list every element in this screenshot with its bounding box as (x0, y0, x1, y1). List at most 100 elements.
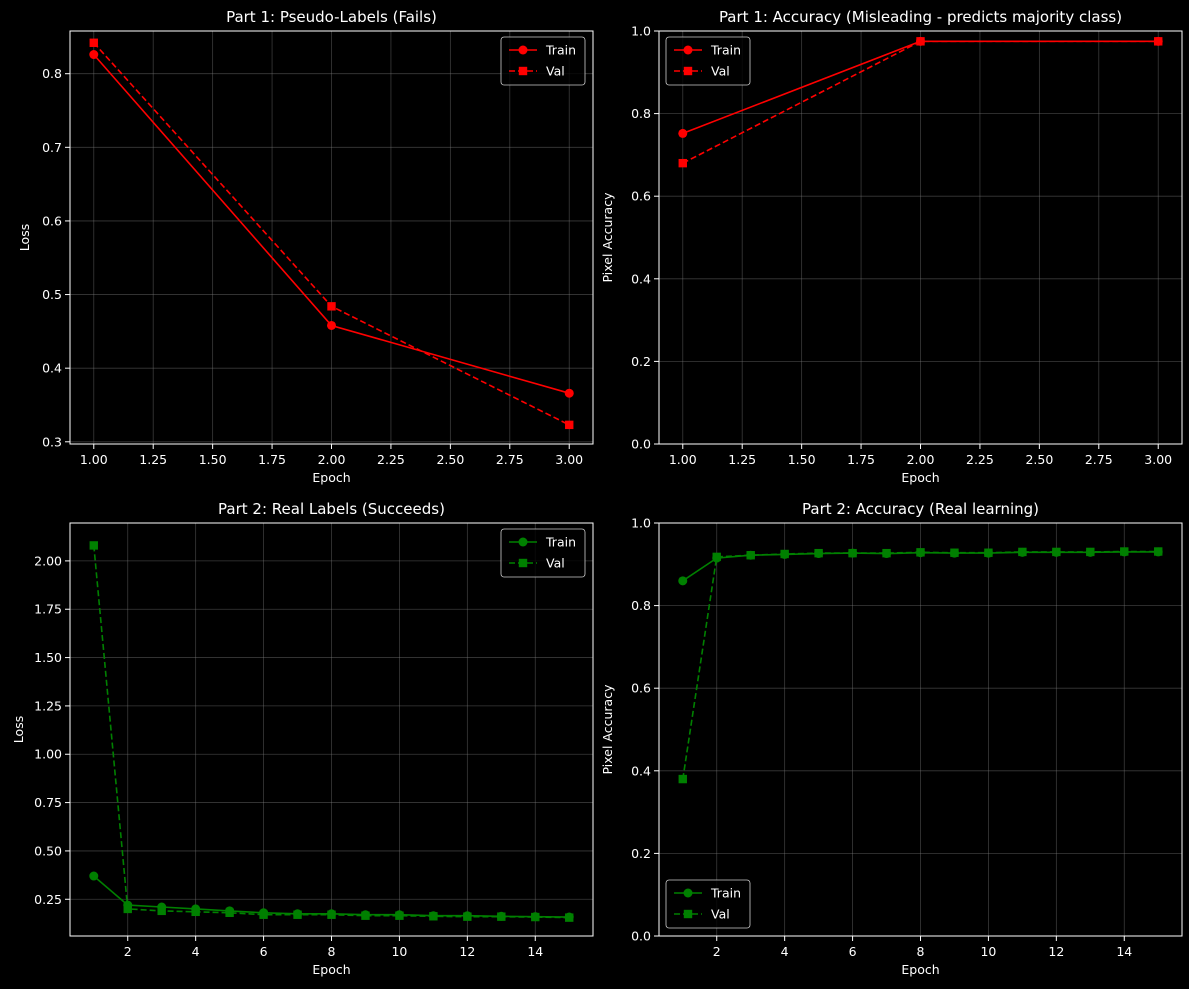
x-axis-label: Epoch (312, 962, 350, 977)
data-point-train (678, 128, 688, 138)
x-tick-label: 2 (713, 944, 721, 959)
data-point-val (712, 552, 721, 562)
legend-marker-train (683, 888, 693, 898)
data-point-val (916, 548, 925, 557)
y-tick-label: 0.4 (42, 361, 62, 376)
data-point-val (395, 911, 404, 920)
y-tick-label: 1.0 (631, 24, 651, 39)
data-point-val (950, 548, 959, 557)
x-tick-label: 2 (124, 944, 132, 959)
legend-marker-train (518, 537, 528, 547)
x-tick-label: 8 (328, 944, 336, 959)
x-axis-label: Epoch (901, 962, 939, 977)
x-tick-label: 1.00 (669, 452, 697, 467)
x-tick-label: 1.50 (199, 452, 227, 467)
data-point-val (746, 551, 755, 560)
y-axis-label: Pixel Accuracy (600, 684, 615, 775)
data-point-val (1052, 547, 1061, 557)
plot-area (659, 31, 1182, 444)
chart-panel-2: 1.00 1.25 1.50 1.75 2.00 2.25 2.50 2.75 3.00 0.0 0… (600, 8, 1183, 485)
x-tick-label: 1.75 (258, 452, 286, 467)
data-point-val (882, 548, 891, 558)
x-tick-label: 3.00 (1144, 452, 1172, 467)
legend-marker-val (683, 909, 693, 919)
x-axis-label: Epoch (901, 470, 939, 485)
data-point-val (678, 774, 687, 784)
y-tick-label: 1.0 (631, 516, 651, 531)
data-point-train (564, 388, 574, 398)
data-point-val (327, 302, 336, 311)
y-tick-label: 0.6 (631, 681, 651, 696)
data-point-val (678, 158, 687, 168)
data-point-val (531, 912, 540, 922)
legend-label-train: Train (710, 886, 741, 901)
data-point-val (191, 907, 200, 917)
data-point-val (429, 912, 438, 921)
legend-marker-train (683, 45, 693, 55)
plot-frame (658, 522, 1183, 937)
x-tick-label: 1.75 (847, 452, 875, 467)
legend-label-train: Train (545, 535, 576, 550)
legend-label-val: Val (546, 556, 565, 571)
y-tick-label: 0.8 (631, 106, 651, 121)
data-point-val (1018, 547, 1027, 557)
chart-panel-1: 1.00 1.25 1.50 1.75 2.00 2.25 2.50 2.75 3.00 0.3 0… (17, 8, 594, 485)
legend-marker-val (683, 66, 693, 76)
data-point-val (89, 541, 98, 550)
y-tick-label: 0.8 (631, 598, 651, 613)
data-point-val (1120, 547, 1129, 556)
chart-title: Part 2: Real Labels (Succeeds) (218, 500, 445, 518)
data-point-val (497, 912, 506, 921)
data-point-train (327, 320, 336, 330)
y-tick-label: 0.5 (42, 287, 62, 302)
data-point-val (327, 910, 336, 919)
x-tick-label: 4 (781, 944, 789, 959)
legend-label-train: Train (710, 43, 741, 58)
chart-title: Part 1: Pseudo-Labels (Fails) (226, 8, 437, 26)
x-axis-label: Epoch (312, 470, 350, 485)
x-tick-label: 1.00 (80, 452, 108, 467)
legend-marker-train (518, 45, 528, 55)
data-point-val (565, 420, 574, 430)
series-line-val (682, 40, 1159, 164)
chart-panel-3: 2 4 6 8 10 12 14 0.25 0.50 0.75 1.00 1.25 1.50 1.75 2.… (11, 500, 594, 977)
y-tick-label: 0.50 (34, 843, 62, 858)
plot-frame (69, 30, 594, 445)
data-point-train (89, 871, 99, 881)
legend-marker-val (518, 66, 528, 76)
x-tick-label: 3.00 (555, 452, 583, 467)
x-tick-label: 6 (260, 944, 268, 959)
data-point-val (780, 549, 789, 559)
data-point-val (1086, 547, 1095, 557)
x-tick-label: 2.75 (496, 452, 524, 467)
x-tick-label: 2.50 (436, 452, 464, 467)
legend-label-val: Val (546, 64, 565, 79)
y-tick-label: 2.00 (34, 553, 62, 568)
x-tick-label: 14 (527, 944, 543, 959)
x-tick-label: 2.00 (907, 452, 935, 467)
data-point-val (225, 908, 234, 917)
y-axis-label: Pixel Accuracy (600, 192, 615, 283)
y-tick-label: 1.50 (34, 650, 62, 665)
plot-area (659, 523, 1182, 936)
data-point-val (848, 548, 857, 558)
y-tick-label: 0.75 (34, 795, 62, 810)
data-point-train (89, 50, 99, 60)
x-tick-label: 1.50 (788, 452, 816, 467)
x-tick-label: 10 (980, 944, 996, 959)
y-tick-label: 0.6 (631, 189, 651, 204)
y-tick-label: 0.25 (34, 892, 62, 907)
x-tick-label: 10 (391, 944, 407, 959)
legend: Train Val (500, 36, 586, 86)
legend: Train Val (665, 879, 751, 929)
x-tick-label: 12 (459, 944, 475, 959)
data-point-val (916, 37, 925, 46)
x-tick-label: 12 (1048, 944, 1064, 959)
data-point-val (157, 906, 166, 916)
plot-frame (658, 30, 1183, 445)
legend: Train Val (665, 36, 751, 86)
y-tick-label: 0.2 (631, 846, 651, 861)
data-point-val (293, 910, 302, 919)
data-point-val (1154, 547, 1163, 556)
